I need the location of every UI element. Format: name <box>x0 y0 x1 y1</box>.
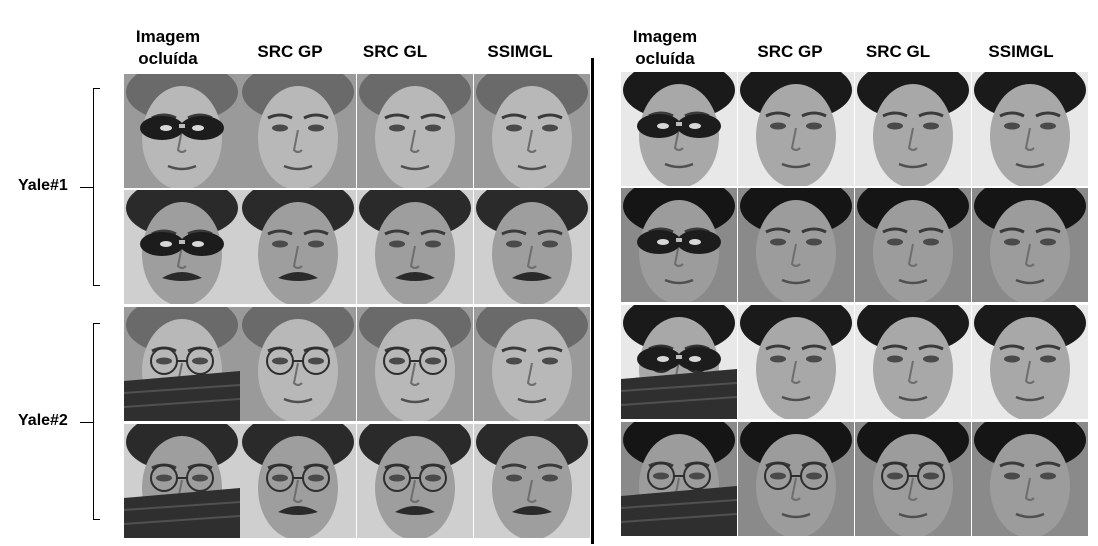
header-occluded-left: Imagem ocluída <box>118 26 218 70</box>
face-image-left-row4-ssimgl <box>474 424 590 538</box>
face-image-right-row2-occluded <box>621 188 737 302</box>
face-image-left-row1-ssimgl <box>474 74 590 188</box>
bracket-yale1 <box>93 88 100 286</box>
header-ssimgl-right: SSIMGL <box>988 42 1054 61</box>
face-image-right-row3-ssimgl <box>972 305 1088 419</box>
face-image-left-row4-src-gl <box>357 424 473 538</box>
face-image-left-row3-occluded <box>124 307 240 421</box>
face-image-right-row4-src-gl <box>855 422 971 536</box>
face-image-left-row3-src-gl <box>357 307 473 421</box>
face-image-right-row3-src-gl <box>855 305 971 419</box>
face-image-right-row1-src-gl <box>855 72 971 186</box>
header-occluded-line1: Imagem <box>632 27 698 46</box>
face-image-right-row4-occluded <box>621 422 737 536</box>
face-image-left-row1-occluded <box>124 74 240 188</box>
face-image-right-row3-src-gp <box>738 305 854 419</box>
face-image-right-row3-occluded <box>621 305 737 419</box>
header-src-gp-right: SRC GP <box>757 42 823 61</box>
header-src-gp-left: SRC GP <box>257 42 323 61</box>
header-src-gl-left: SRC GL <box>362 42 428 61</box>
face-image-right-row1-ssimgl <box>972 72 1088 186</box>
label-tick-yale2 <box>80 422 94 423</box>
row-label-yale1: Yale#1 <box>18 177 68 194</box>
header-occluded-right: Imagem ocluída <box>615 26 715 70</box>
header-src-gl-right: SRC GL <box>865 42 931 61</box>
face-image-left-row3-ssimgl <box>474 307 590 421</box>
face-image-right-row2-ssimgl <box>972 188 1088 302</box>
header-ssimgl-left: SSIMGL <box>487 42 553 61</box>
header-occluded-line2: ocluída <box>138 49 198 68</box>
face-image-left-row1-src-gp <box>240 74 356 188</box>
face-image-right-row2-src-gl <box>855 188 971 302</box>
face-image-left-row2-src-gl <box>357 190 473 304</box>
face-image-left-row3-src-gp <box>240 307 356 421</box>
panel-divider <box>591 58 594 544</box>
face-image-left-row2-ssimgl <box>474 190 590 304</box>
row-label-yale2: Yale#2 <box>18 412 68 429</box>
face-image-right-row4-ssimgl <box>972 422 1088 536</box>
header-occluded-line2: ocluída <box>635 49 695 68</box>
face-image-left-row1-src-gl <box>357 74 473 188</box>
face-image-right-row4-src-gp <box>738 422 854 536</box>
face-image-left-row2-occluded <box>124 190 240 304</box>
face-image-left-row2-src-gp <box>240 190 356 304</box>
face-image-left-row4-src-gp <box>240 424 356 538</box>
face-image-left-row4-occluded <box>124 424 240 538</box>
face-image-right-row2-src-gp <box>738 188 854 302</box>
header-occluded-line1: Imagem <box>135 27 201 46</box>
label-tick-yale1 <box>80 187 94 188</box>
bracket-yale2 <box>93 323 100 520</box>
face-image-right-row1-src-gp <box>738 72 854 186</box>
face-image-right-row1-occluded <box>621 72 737 186</box>
